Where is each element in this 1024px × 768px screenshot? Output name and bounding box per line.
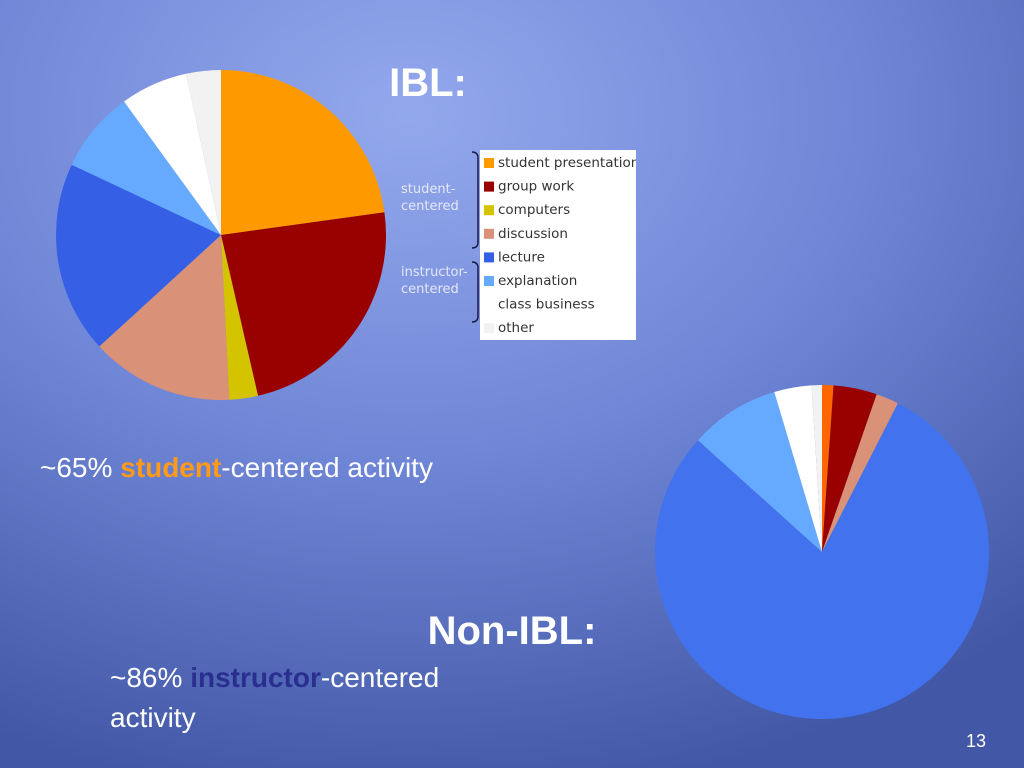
legend-swatch <box>484 228 494 239</box>
legend-label: other <box>498 320 534 336</box>
pie-slice <box>822 394 898 552</box>
caption-part: ~65% <box>40 452 112 483</box>
legend-label: group work <box>498 179 574 195</box>
legend-label: student presentation <box>498 155 639 171</box>
legend-box <box>480 150 636 340</box>
pie-slice <box>99 235 230 400</box>
pie-slice <box>124 73 221 235</box>
pie-slice <box>697 391 822 552</box>
pies <box>56 70 989 719</box>
pie-slice <box>221 70 385 235</box>
legend-label: explanation <box>498 273 577 289</box>
group-label: centered <box>401 282 459 297</box>
legend-label: lecture <box>498 249 545 265</box>
pie-slice <box>56 164 222 347</box>
pie-slice <box>186 70 221 235</box>
pie-slice <box>71 101 221 235</box>
pie-slice <box>221 235 259 400</box>
group-label: student- <box>401 182 456 197</box>
pie-slice <box>774 385 822 552</box>
pie-slice <box>221 212 386 396</box>
legend-label: discussion <box>498 226 568 242</box>
pie-slice <box>811 385 822 552</box>
caption-emphasis: student <box>120 452 221 483</box>
legend-swatch <box>484 252 494 263</box>
legend-swatch <box>484 276 494 286</box>
caption: activity <box>110 702 196 733</box>
pie-slice <box>655 403 989 719</box>
caption-emphasis: instructor <box>190 662 321 693</box>
caption-part: -centered activity <box>221 452 433 483</box>
group-label: instructor- <box>401 265 468 280</box>
group-bracket <box>471 261 479 323</box>
caption-part: ~86% <box>110 662 182 693</box>
caption: ~86% instructor-centered <box>110 662 439 693</box>
caption: ~65% student-centered activity <box>40 452 433 483</box>
legend: student presentation group work computers d… <box>484 155 639 336</box>
group-bracket <box>471 151 479 249</box>
legend-label: computers <box>498 202 570 218</box>
legend-swatch <box>484 323 494 334</box>
legend-swatch <box>484 299 494 310</box>
chart-title: Non-IBL: <box>428 609 597 653</box>
legend-swatch <box>484 181 494 192</box>
legend-swatch <box>484 205 494 216</box>
group-label: centered <box>401 199 459 214</box>
pie-slice <box>822 385 834 552</box>
pie-slice <box>822 385 877 552</box>
chart-title: IBL: <box>389 61 467 105</box>
legend-label: class business <box>498 297 595 313</box>
page-number: 13 <box>966 731 986 751</box>
caption-part: -centered <box>321 662 439 693</box>
legend-swatch <box>484 158 494 168</box>
